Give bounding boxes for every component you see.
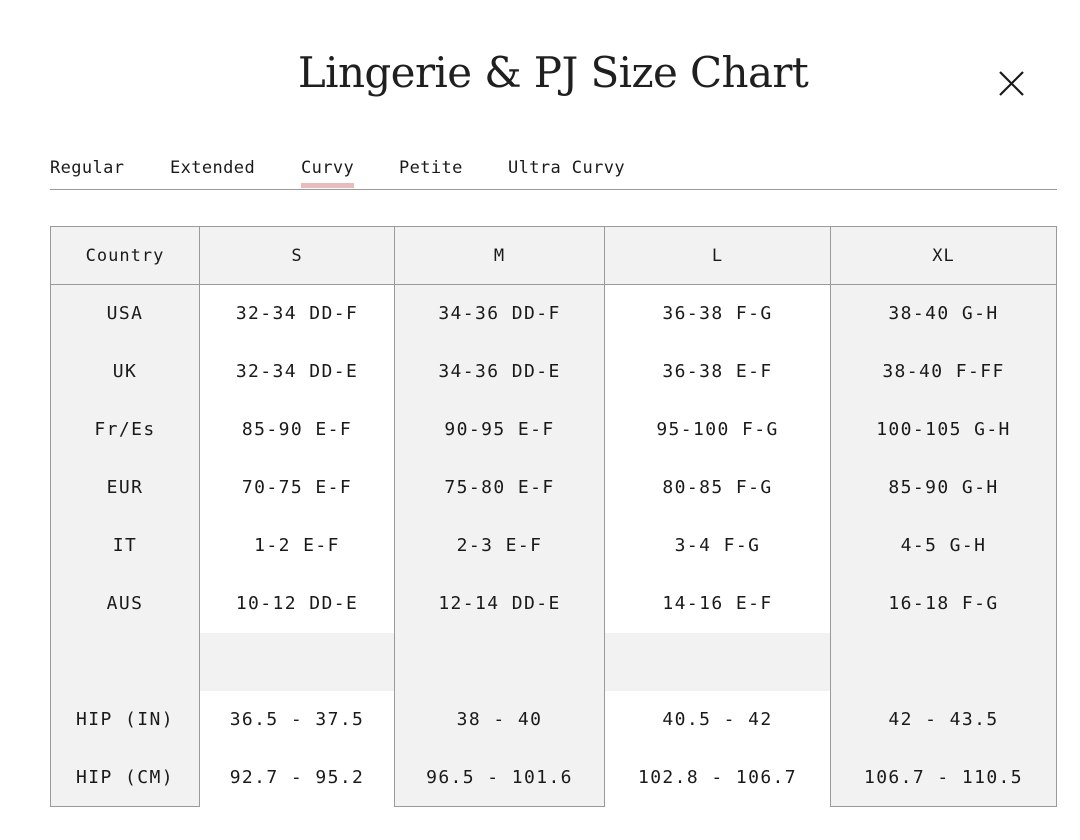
table-cell: 1-2 E-F xyxy=(200,517,394,575)
column-xl: XL 38-40 G-H 38-40 F-FF 100-105 G-H 85-9… xyxy=(830,227,1056,806)
table-cell: 70-75 E-F xyxy=(200,459,394,517)
tab-petite[interactable]: Petite xyxy=(399,158,463,178)
row-label-hip-in: HIP (IN) xyxy=(76,709,174,730)
table-cell: 16-18 F-G xyxy=(888,593,999,614)
close-button[interactable] xyxy=(992,66,1030,104)
table-cell: 96.5 - 101.6 xyxy=(426,767,573,788)
row-label-hip-cm: HIP (CM) xyxy=(76,767,174,788)
header-m: M xyxy=(395,227,604,285)
table-cell: 36-38 F-G xyxy=(605,285,830,343)
column-m: M 34-36 DD-F 34-36 DD-E 90-95 E-F 75-80 … xyxy=(394,227,604,806)
header-s: S xyxy=(200,227,394,285)
table-cell: 12-14 DD-E xyxy=(438,593,561,614)
row-label-eur: EUR xyxy=(106,477,144,498)
table-cell: 85-90 E-F xyxy=(200,401,394,459)
spacer-row xyxy=(831,633,1056,691)
close-icon xyxy=(999,71,1024,96)
spacer-row xyxy=(605,633,830,691)
table-cell: 90-95 E-F xyxy=(444,419,555,440)
header-country: Country xyxy=(51,227,199,285)
row-label-fr-es: Fr/Es xyxy=(94,419,156,440)
table-cell: 34-36 DD-F xyxy=(438,303,561,324)
table-cell: 32-34 DD-F xyxy=(200,285,394,343)
table-cell: 36.5 - 37.5 xyxy=(200,691,394,749)
table-cell: 32-34 DD-E xyxy=(200,343,394,401)
tab-extended[interactable]: Extended xyxy=(170,158,256,178)
tab-curvy[interactable]: Curvy xyxy=(301,158,355,188)
spacer-row xyxy=(51,633,199,691)
table-cell: 80-85 F-G xyxy=(605,459,830,517)
table-cell: 3-4 F-G xyxy=(605,517,830,575)
size-chart-table: Country USA UK Fr/Es EUR IT AUS HIP (IN)… xyxy=(50,226,1057,807)
row-label-uk: UK xyxy=(112,361,138,382)
table-cell: 2-3 E-F xyxy=(456,535,543,556)
table-cell: 38 - 40 xyxy=(456,709,543,730)
spacer-row xyxy=(395,633,604,691)
table-cell: 4-5 G-H xyxy=(900,535,987,556)
table-cell: 10-12 DD-E xyxy=(200,575,394,633)
table-cell: 34-36 DD-E xyxy=(438,361,561,382)
table-cell: 40.5 - 42 xyxy=(605,691,830,749)
table-cell: 42 - 43.5 xyxy=(888,709,999,730)
table-cell: 38-40 F-FF xyxy=(882,361,1005,382)
column-l: L 36-38 F-G 36-38 E-F 95-100 F-G 80-85 F… xyxy=(604,227,830,807)
header-xl: XL xyxy=(831,227,1056,285)
table-cell: 85-90 G-H xyxy=(888,477,999,498)
table-cell: 95-100 F-G xyxy=(605,401,830,459)
spacer-row xyxy=(200,633,394,691)
table-cell: 38-40 G-H xyxy=(888,303,999,324)
tab-regular[interactable]: Regular xyxy=(50,158,125,178)
table-cell: 106.7 - 110.5 xyxy=(863,767,1024,788)
row-label-usa: USA xyxy=(106,303,144,324)
size-tabs: Regular Extended Curvy Petite Ultra Curv… xyxy=(50,150,1057,190)
row-label-aus: AUS xyxy=(106,593,144,614)
table-cell: 92.7 - 95.2 xyxy=(200,749,394,807)
tab-ultra-curvy[interactable]: Ultra Curvy xyxy=(508,158,625,178)
column-country: Country USA UK Fr/Es EUR IT AUS HIP (IN)… xyxy=(51,227,199,806)
table-cell: 100-105 G-H xyxy=(876,419,1011,440)
header-l: L xyxy=(605,227,830,285)
row-label-it: IT xyxy=(112,535,138,556)
column-s: S 32-34 DD-F 32-34 DD-E 85-90 E-F 70-75 … xyxy=(199,227,394,807)
table-cell: 102.8 - 106.7 xyxy=(605,749,830,807)
table-cell: 36-38 E-F xyxy=(605,343,830,401)
table-cell: 14-16 E-F xyxy=(605,575,830,633)
table-cell: 75-80 E-F xyxy=(444,477,555,498)
page-title: Lingerie & PJ Size Chart xyxy=(297,48,809,97)
